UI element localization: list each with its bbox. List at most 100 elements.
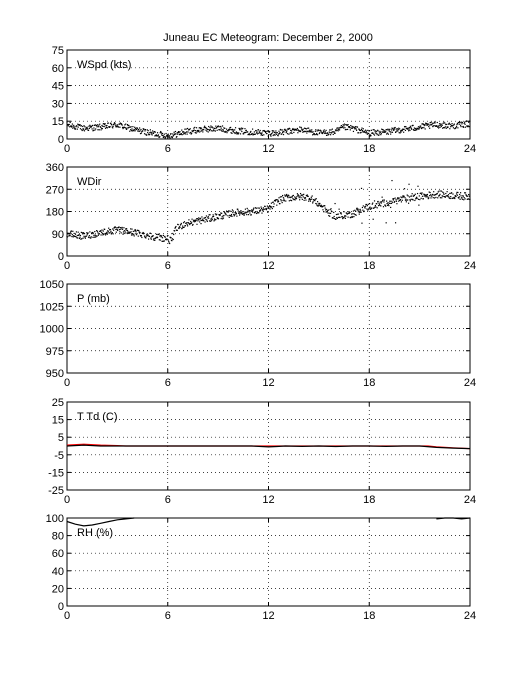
data-point xyxy=(411,195,413,197)
data-point xyxy=(86,126,88,128)
data-point xyxy=(434,194,437,196)
data-point xyxy=(166,238,168,240)
data-point xyxy=(383,130,385,133)
data-point xyxy=(262,130,264,132)
data-point xyxy=(72,236,74,238)
data-point xyxy=(69,231,72,233)
data-point xyxy=(210,130,212,132)
data-point xyxy=(240,129,242,131)
data-point xyxy=(135,231,137,233)
data-point xyxy=(389,202,391,205)
data-point xyxy=(69,121,71,124)
data-point xyxy=(149,232,151,234)
data-point xyxy=(420,125,422,127)
data-point xyxy=(347,216,349,218)
data-point xyxy=(291,196,293,198)
data-point xyxy=(101,128,104,130)
data-point xyxy=(452,127,455,129)
data-point xyxy=(90,126,92,128)
data-point xyxy=(223,131,225,133)
data-point xyxy=(82,233,84,235)
data-point xyxy=(100,234,102,236)
data-point xyxy=(255,207,257,209)
data-point xyxy=(329,132,331,134)
data-point xyxy=(224,212,226,214)
data-point xyxy=(349,126,351,129)
data-point xyxy=(261,212,263,214)
data-point xyxy=(417,127,419,130)
data-point xyxy=(198,218,200,220)
data-point xyxy=(80,231,82,234)
data-point xyxy=(345,128,347,131)
data-point xyxy=(436,192,438,195)
data-point xyxy=(305,130,307,132)
data-point xyxy=(279,196,281,198)
data-point xyxy=(93,124,95,126)
data-point xyxy=(399,198,402,201)
data-point xyxy=(376,203,378,205)
data-point xyxy=(107,122,109,124)
data-point xyxy=(180,133,182,135)
data-point xyxy=(98,233,100,235)
data-point xyxy=(94,124,96,126)
data-point xyxy=(417,185,419,187)
data-point xyxy=(235,212,238,214)
data-point xyxy=(439,197,442,199)
data-point xyxy=(157,135,159,137)
data-point xyxy=(138,128,140,130)
data-point xyxy=(404,129,407,131)
y-tick-label: 270 xyxy=(46,184,64,196)
panel-label: WSpd (kts) xyxy=(77,59,131,71)
data-point xyxy=(90,125,92,127)
y-tick-label: 950 xyxy=(46,368,64,380)
data-point xyxy=(457,191,459,194)
data-point xyxy=(191,222,193,224)
data-point xyxy=(153,131,156,133)
y-tick-label: -25 xyxy=(48,485,64,497)
data-point xyxy=(327,212,329,214)
data-point xyxy=(125,229,127,231)
data-point xyxy=(171,240,173,242)
data-point xyxy=(225,213,227,215)
data-point xyxy=(433,194,435,196)
data-point xyxy=(75,126,77,128)
data-point xyxy=(269,130,271,133)
data-point xyxy=(97,126,99,128)
data-point xyxy=(316,134,319,136)
data-point xyxy=(458,197,460,199)
data-point xyxy=(392,128,394,130)
data-point xyxy=(456,191,458,193)
data-point xyxy=(126,127,128,129)
data-point xyxy=(199,219,201,221)
data-point xyxy=(148,133,151,136)
data-point xyxy=(93,236,95,238)
data-point xyxy=(333,131,335,133)
data-point xyxy=(67,233,69,235)
data-point xyxy=(374,204,377,207)
data-point xyxy=(352,126,354,128)
data-point xyxy=(148,235,151,238)
x-tick-label: 18 xyxy=(363,377,375,389)
data-point xyxy=(272,134,274,137)
data-point xyxy=(378,134,380,136)
data-point xyxy=(164,136,166,138)
data-point xyxy=(114,122,116,125)
data-point xyxy=(312,202,314,204)
data-point xyxy=(143,235,146,237)
data-point xyxy=(396,130,398,132)
data-point xyxy=(310,196,312,198)
data-point xyxy=(285,132,287,134)
data-point xyxy=(385,222,387,224)
data-point xyxy=(396,198,398,200)
data-point xyxy=(163,240,165,242)
data-point xyxy=(163,135,165,137)
data-point xyxy=(109,126,111,128)
data-point xyxy=(74,127,76,129)
data-point xyxy=(334,132,336,134)
data-point xyxy=(196,223,198,225)
data-point xyxy=(186,222,188,224)
data-point xyxy=(155,237,157,239)
data-point xyxy=(139,234,142,237)
data-point xyxy=(66,236,69,238)
data-point xyxy=(458,196,460,198)
